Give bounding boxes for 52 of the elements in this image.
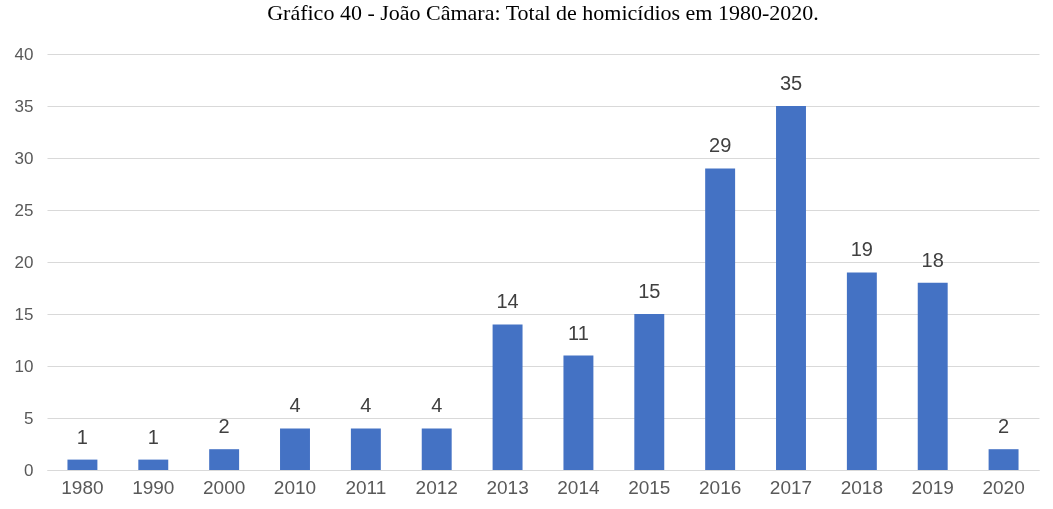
x-tick-label: 2016 — [699, 476, 742, 498]
data-label: 11 — [568, 321, 589, 344]
x-tick-label: 2000 — [203, 476, 246, 498]
y-tick-label: 30 — [14, 148, 34, 168]
bar — [917, 282, 948, 470]
x-tick-label: 2020 — [982, 476, 1025, 498]
data-label: 2 — [218, 415, 230, 438]
x-tick-label: 2019 — [911, 476, 954, 498]
data-label: 4 — [289, 394, 301, 417]
data-label: 1 — [76, 425, 88, 448]
x-tick-label: 2015 — [628, 476, 671, 498]
data-label: 14 — [496, 290, 519, 313]
bar — [280, 428, 310, 470]
x-tick-label: 2013 — [486, 476, 529, 498]
bar — [705, 168, 736, 470]
bar — [846, 272, 877, 470]
bar — [209, 449, 240, 470]
x-tick-label: 2014 — [557, 476, 600, 498]
y-tick-label: 40 — [14, 44, 34, 64]
data-label: 35 — [779, 72, 803, 94]
bar — [563, 355, 594, 470]
x-tick-label: 1980 — [61, 476, 104, 498]
bar — [634, 314, 665, 470]
data-label: 29 — [709, 134, 732, 157]
y-tick-label: 0 — [24, 460, 34, 480]
y-tick-label: 35 — [14, 96, 34, 116]
y-tick-label: 15 — [14, 304, 34, 324]
bar — [350, 428, 381, 470]
data-label: 2 — [998, 415, 1010, 438]
x-tick-label: 2011 — [345, 476, 387, 498]
data-label: 1 — [147, 425, 159, 448]
data-label: 4 — [360, 394, 372, 417]
chart-title: Gráfico 40 - João Câmara: Total de homicídios em 1980-2020. — [267, 0, 819, 25]
bar — [776, 106, 806, 470]
x-tick-label: 2010 — [273, 476, 317, 498]
bar — [67, 459, 98, 470]
x-tick-label: 2017 — [769, 476, 813, 498]
x-tick-label: 2018 — [840, 476, 883, 498]
bar — [988, 449, 1019, 470]
x-tick-label: 1990 — [132, 476, 175, 498]
data-label: 18 — [921, 248, 944, 271]
y-tick-label: 25 — [14, 200, 34, 220]
y-tick-label: 10 — [14, 356, 34, 376]
bar — [421, 428, 452, 470]
data-label: 19 — [850, 238, 873, 261]
x-tick-label: 2012 — [415, 476, 458, 498]
y-tick-label: 20 — [14, 252, 34, 272]
bar — [138, 459, 169, 470]
data-label: 15 — [638, 280, 661, 302]
bar — [492, 324, 523, 470]
data-label: 4 — [431, 394, 443, 417]
y-tick-label: 5 — [24, 408, 34, 428]
